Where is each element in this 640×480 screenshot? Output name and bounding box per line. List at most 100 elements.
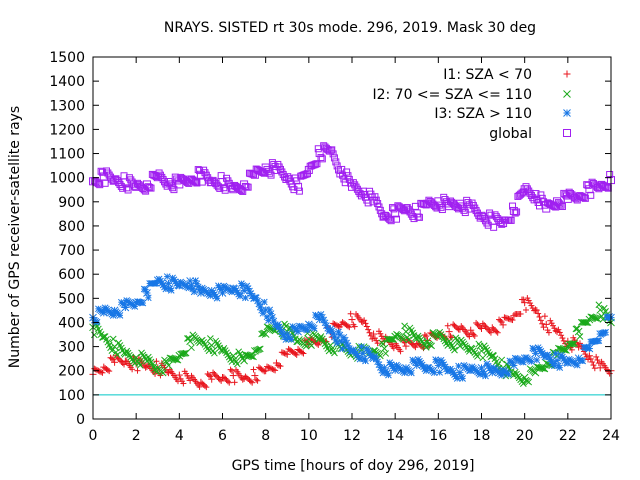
x-tick-label: 18 xyxy=(473,428,491,444)
x-tick-label: 2 xyxy=(132,428,141,444)
data-point-fill xyxy=(331,349,338,357)
data-point-fill xyxy=(410,215,418,223)
data-point-fill xyxy=(110,356,117,363)
data-point-fill xyxy=(192,178,200,186)
data-point-fill xyxy=(318,155,326,163)
data-point-fill xyxy=(300,350,307,357)
data-point-fill xyxy=(517,310,524,317)
data-point-fill xyxy=(533,356,541,364)
data-point-fill xyxy=(265,364,272,371)
data-point-fill xyxy=(524,295,531,302)
data-point-fill xyxy=(448,334,455,341)
data-point-fill xyxy=(328,146,336,154)
data-point-fill xyxy=(351,323,358,330)
data-point-fill xyxy=(261,368,268,375)
data-point-fill xyxy=(270,366,277,373)
data-point-fill xyxy=(454,325,461,332)
data-point-fill xyxy=(483,219,491,227)
data-point-fill xyxy=(108,347,116,354)
data-point-fill xyxy=(249,379,256,386)
data-point-fill xyxy=(153,358,160,365)
data-point-fill xyxy=(302,342,310,350)
data-point-fill xyxy=(451,322,458,329)
y-tick-label: 0 xyxy=(76,412,85,428)
data-point-fill xyxy=(363,323,370,330)
data-point-fill xyxy=(131,303,139,310)
data-point-fill xyxy=(592,314,600,322)
data-point-fill xyxy=(227,366,234,373)
data-point-fill xyxy=(482,372,489,380)
data-point-fill xyxy=(310,325,318,332)
data-point-fill xyxy=(525,378,533,386)
data-point-fill xyxy=(99,369,106,376)
data-point-fill xyxy=(207,335,214,342)
data-point-fill xyxy=(196,383,203,390)
data-point xyxy=(521,299,529,307)
data-point-fill xyxy=(211,349,218,357)
data-point-fill xyxy=(386,215,394,223)
data-point-fill xyxy=(104,367,111,374)
data-point-fill xyxy=(487,211,495,219)
data-point-fill xyxy=(236,292,244,300)
data-point-fill xyxy=(302,170,310,178)
data-point-fill xyxy=(423,333,430,340)
data-point-fill xyxy=(264,363,271,370)
data-point-fill xyxy=(255,346,263,353)
data-point-fill xyxy=(196,167,204,175)
data-point-fill xyxy=(382,350,390,357)
y-tick-label: 1300 xyxy=(49,98,85,114)
data-point xyxy=(402,342,410,350)
data-point-fill xyxy=(375,328,382,335)
data-point-fill xyxy=(194,166,202,174)
data-point-fill xyxy=(190,288,198,296)
data-point-fill xyxy=(486,209,494,217)
x-tick-label: 12 xyxy=(343,428,361,444)
data-point-fill xyxy=(124,186,132,194)
data-point xyxy=(348,316,356,324)
legend-label-3: I3: SZA > 110 xyxy=(434,106,532,122)
data-point xyxy=(596,306,605,314)
data-point-fill xyxy=(332,336,340,344)
data-point-fill xyxy=(428,342,435,350)
data-point-fill xyxy=(207,373,214,380)
data-point-fill xyxy=(533,307,540,314)
data-point-fill xyxy=(401,322,408,330)
data-point-fill xyxy=(576,340,583,347)
data-point-fill xyxy=(266,364,273,371)
data-point xyxy=(229,372,237,380)
data-point-fill xyxy=(580,194,588,202)
data-point-fill xyxy=(356,190,364,198)
legend-marker-2 xyxy=(563,90,571,98)
data-point-fill xyxy=(96,181,104,189)
data-point-fill xyxy=(509,317,516,324)
data-point-fill xyxy=(436,369,444,376)
data-point-fill xyxy=(450,321,457,328)
data-point xyxy=(445,328,453,336)
data-point-fill xyxy=(98,369,105,376)
data-point-fill xyxy=(568,346,575,353)
data-point xyxy=(175,371,183,379)
data-point-fill xyxy=(387,336,395,343)
data-point-fill xyxy=(92,366,99,373)
data-point-fill xyxy=(405,336,413,344)
data-point-fill xyxy=(390,345,397,352)
data-point-fill xyxy=(333,162,341,170)
data-point-fill xyxy=(181,349,189,357)
data-point-fill xyxy=(223,376,230,383)
data-point-fill xyxy=(346,324,353,331)
data-point-fill xyxy=(129,366,136,373)
data-point-fill xyxy=(212,372,219,379)
x-tick-label: 16 xyxy=(429,428,447,444)
data-point-fill xyxy=(547,317,554,324)
data-point-fill xyxy=(513,208,521,216)
data-point-fill xyxy=(374,340,381,347)
data-point-fill xyxy=(226,379,233,386)
data-point-fill xyxy=(525,297,532,304)
data-point-fill xyxy=(336,323,343,330)
data-point-fill xyxy=(290,186,298,194)
y-tick-label: 600 xyxy=(58,267,85,283)
data-point-fill xyxy=(490,223,498,231)
data-point-fill xyxy=(173,175,181,183)
data-point-fill xyxy=(559,335,566,342)
data-point-fill xyxy=(274,362,281,369)
